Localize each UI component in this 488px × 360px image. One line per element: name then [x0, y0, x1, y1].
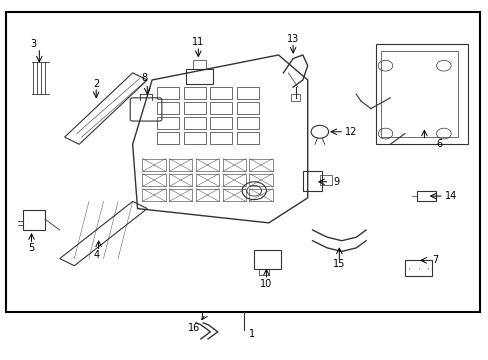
- Bar: [183, 87, 205, 99]
- Text: 7: 7: [431, 255, 437, 265]
- Bar: [249, 174, 272, 186]
- Bar: [183, 117, 205, 129]
- Bar: [169, 189, 192, 202]
- Bar: [183, 132, 205, 144]
- Bar: [196, 158, 219, 171]
- Text: 2: 2: [93, 78, 99, 89]
- Text: 10: 10: [260, 279, 272, 289]
- Bar: [237, 87, 259, 99]
- Bar: [237, 117, 259, 129]
- Bar: [183, 102, 205, 114]
- Bar: [193, 60, 205, 69]
- Bar: [210, 87, 232, 99]
- Bar: [319, 175, 331, 185]
- Text: 12: 12: [345, 127, 357, 137]
- Text: 13: 13: [286, 34, 299, 44]
- Bar: [254, 249, 281, 269]
- Text: 8: 8: [142, 73, 147, 83]
- Bar: [249, 189, 272, 202]
- Text: 4: 4: [93, 250, 99, 260]
- Text: 1: 1: [248, 329, 254, 339]
- Bar: [142, 174, 165, 186]
- Bar: [157, 102, 179, 114]
- Bar: [404, 260, 431, 276]
- Bar: [210, 117, 232, 129]
- Bar: [157, 87, 179, 99]
- Bar: [196, 189, 219, 202]
- Text: 6: 6: [435, 139, 441, 149]
- Text: 14: 14: [444, 191, 456, 201]
- Text: 9: 9: [333, 177, 339, 187]
- Bar: [416, 191, 435, 202]
- Text: 11: 11: [192, 37, 204, 48]
- Text: 16: 16: [187, 323, 200, 333]
- Bar: [169, 174, 192, 186]
- Bar: [237, 102, 259, 114]
- Text: 3: 3: [30, 39, 36, 49]
- Bar: [222, 158, 245, 171]
- Text: 15: 15: [332, 259, 345, 269]
- Bar: [157, 132, 179, 144]
- Bar: [222, 174, 245, 186]
- Bar: [6, 12, 479, 312]
- Bar: [290, 94, 300, 102]
- Bar: [196, 174, 219, 186]
- Text: 5: 5: [28, 243, 35, 253]
- Bar: [210, 102, 232, 114]
- Bar: [142, 189, 165, 202]
- Bar: [302, 171, 322, 191]
- Bar: [237, 132, 259, 144]
- Bar: [186, 69, 212, 84]
- Bar: [222, 189, 245, 202]
- Bar: [169, 158, 192, 171]
- Bar: [157, 117, 179, 129]
- Bar: [23, 210, 45, 230]
- Bar: [210, 132, 232, 144]
- Bar: [249, 158, 272, 171]
- Bar: [142, 158, 165, 171]
